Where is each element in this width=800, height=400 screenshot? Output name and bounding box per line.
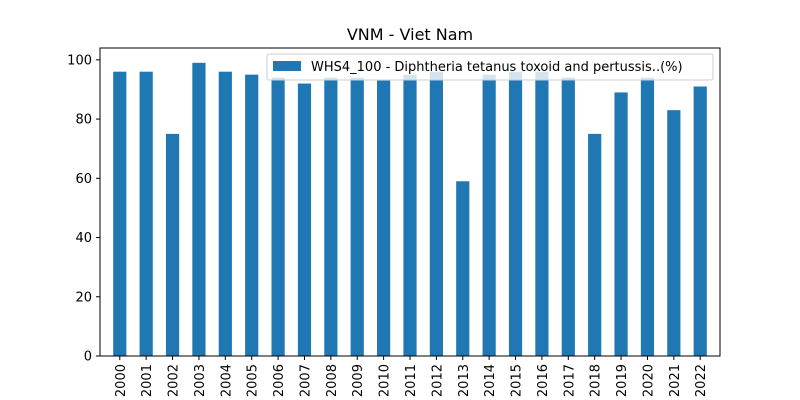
bar-2002 — [165, 133, 180, 356]
plot-frame — [99, 47, 721, 357]
bar-2000 — [113, 71, 127, 356]
x-tick-label: 2001 — [140, 364, 155, 397]
x-tick-label: 2018 — [589, 364, 604, 397]
x-tick-label: 2016 — [536, 364, 551, 397]
bar-2007 — [297, 83, 312, 357]
x-tick-label: 2009 — [351, 364, 366, 397]
bar-2018 — [588, 133, 602, 356]
legend-label: WHS4_100 - Diphtheria tetanus toxoid and… — [311, 60, 683, 75]
bar-2012 — [429, 71, 443, 356]
x-tick-label: 2020 — [641, 364, 656, 397]
x-tick-label: 2007 — [298, 364, 313, 397]
x-tick-label: 2002 — [167, 364, 182, 397]
y-axis: 0 20 40 60 80 100 — [67, 53, 100, 365]
x-tick-label: 2022 — [694, 364, 709, 397]
y-tick-label: 80 — [75, 113, 92, 128]
x-tick-label: 2014 — [483, 364, 498, 397]
x-tick-label: 2021 — [668, 364, 683, 397]
bar-2010 — [377, 80, 391, 357]
bar-2022 — [693, 86, 707, 356]
bar-2001 — [139, 71, 153, 356]
x-tick-label: 2017 — [562, 364, 577, 397]
bar-2019 — [614, 92, 628, 356]
bar-2006 — [271, 77, 285, 356]
bar-2017 — [561, 77, 575, 356]
legend-swatch — [273, 61, 301, 71]
legend-box — [266, 53, 714, 81]
bar-2009 — [350, 77, 364, 356]
x-tick-label: 2008 — [325, 364, 340, 397]
y-tick-label: 0 — [84, 350, 92, 365]
bar-2014 — [482, 74, 496, 357]
x-tick-label: 2005 — [246, 364, 261, 397]
bars-group — [113, 62, 707, 357]
bar-2004 — [218, 71, 232, 356]
bar-2011 — [403, 74, 417, 357]
bar-2020 — [640, 77, 655, 356]
y-tick-label: 100 — [67, 53, 92, 68]
bar-2021 — [667, 110, 681, 356]
x-tick-label: 2004 — [219, 364, 234, 397]
x-tick-label: 2003 — [193, 364, 208, 397]
x-tick-label: 2010 — [378, 364, 393, 397]
x-tick-label: 2011 — [404, 364, 419, 397]
bar-2005 — [245, 74, 259, 357]
y-tick-label: 60 — [75, 172, 92, 187]
bar-2015 — [508, 71, 523, 356]
y-tick-label: 20 — [75, 290, 92, 305]
x-tick-label: 2019 — [615, 364, 630, 397]
y-tick-label: 40 — [75, 231, 92, 246]
bar-2016 — [535, 71, 549, 356]
x-tick-label: 2012 — [430, 364, 445, 397]
x-tick-label: 2015 — [510, 364, 525, 397]
x-tick-label: 2006 — [272, 364, 287, 397]
x-axis: 2000 2001 2002 2003 2004 2005 2006 2007 2008 2009… — [114, 356, 709, 397]
bar-2013 — [456, 181, 470, 356]
x-tick-label: 2000 — [114, 364, 129, 397]
bar-2008 — [324, 77, 338, 356]
x-tick-label: 2013 — [457, 364, 472, 397]
legend: WHS4_100 - Diphtheria tetanus toxoid and… — [266, 53, 714, 81]
bar-2003 — [192, 62, 206, 357]
chart-title: VNM - Viet Nam — [347, 25, 473, 44]
